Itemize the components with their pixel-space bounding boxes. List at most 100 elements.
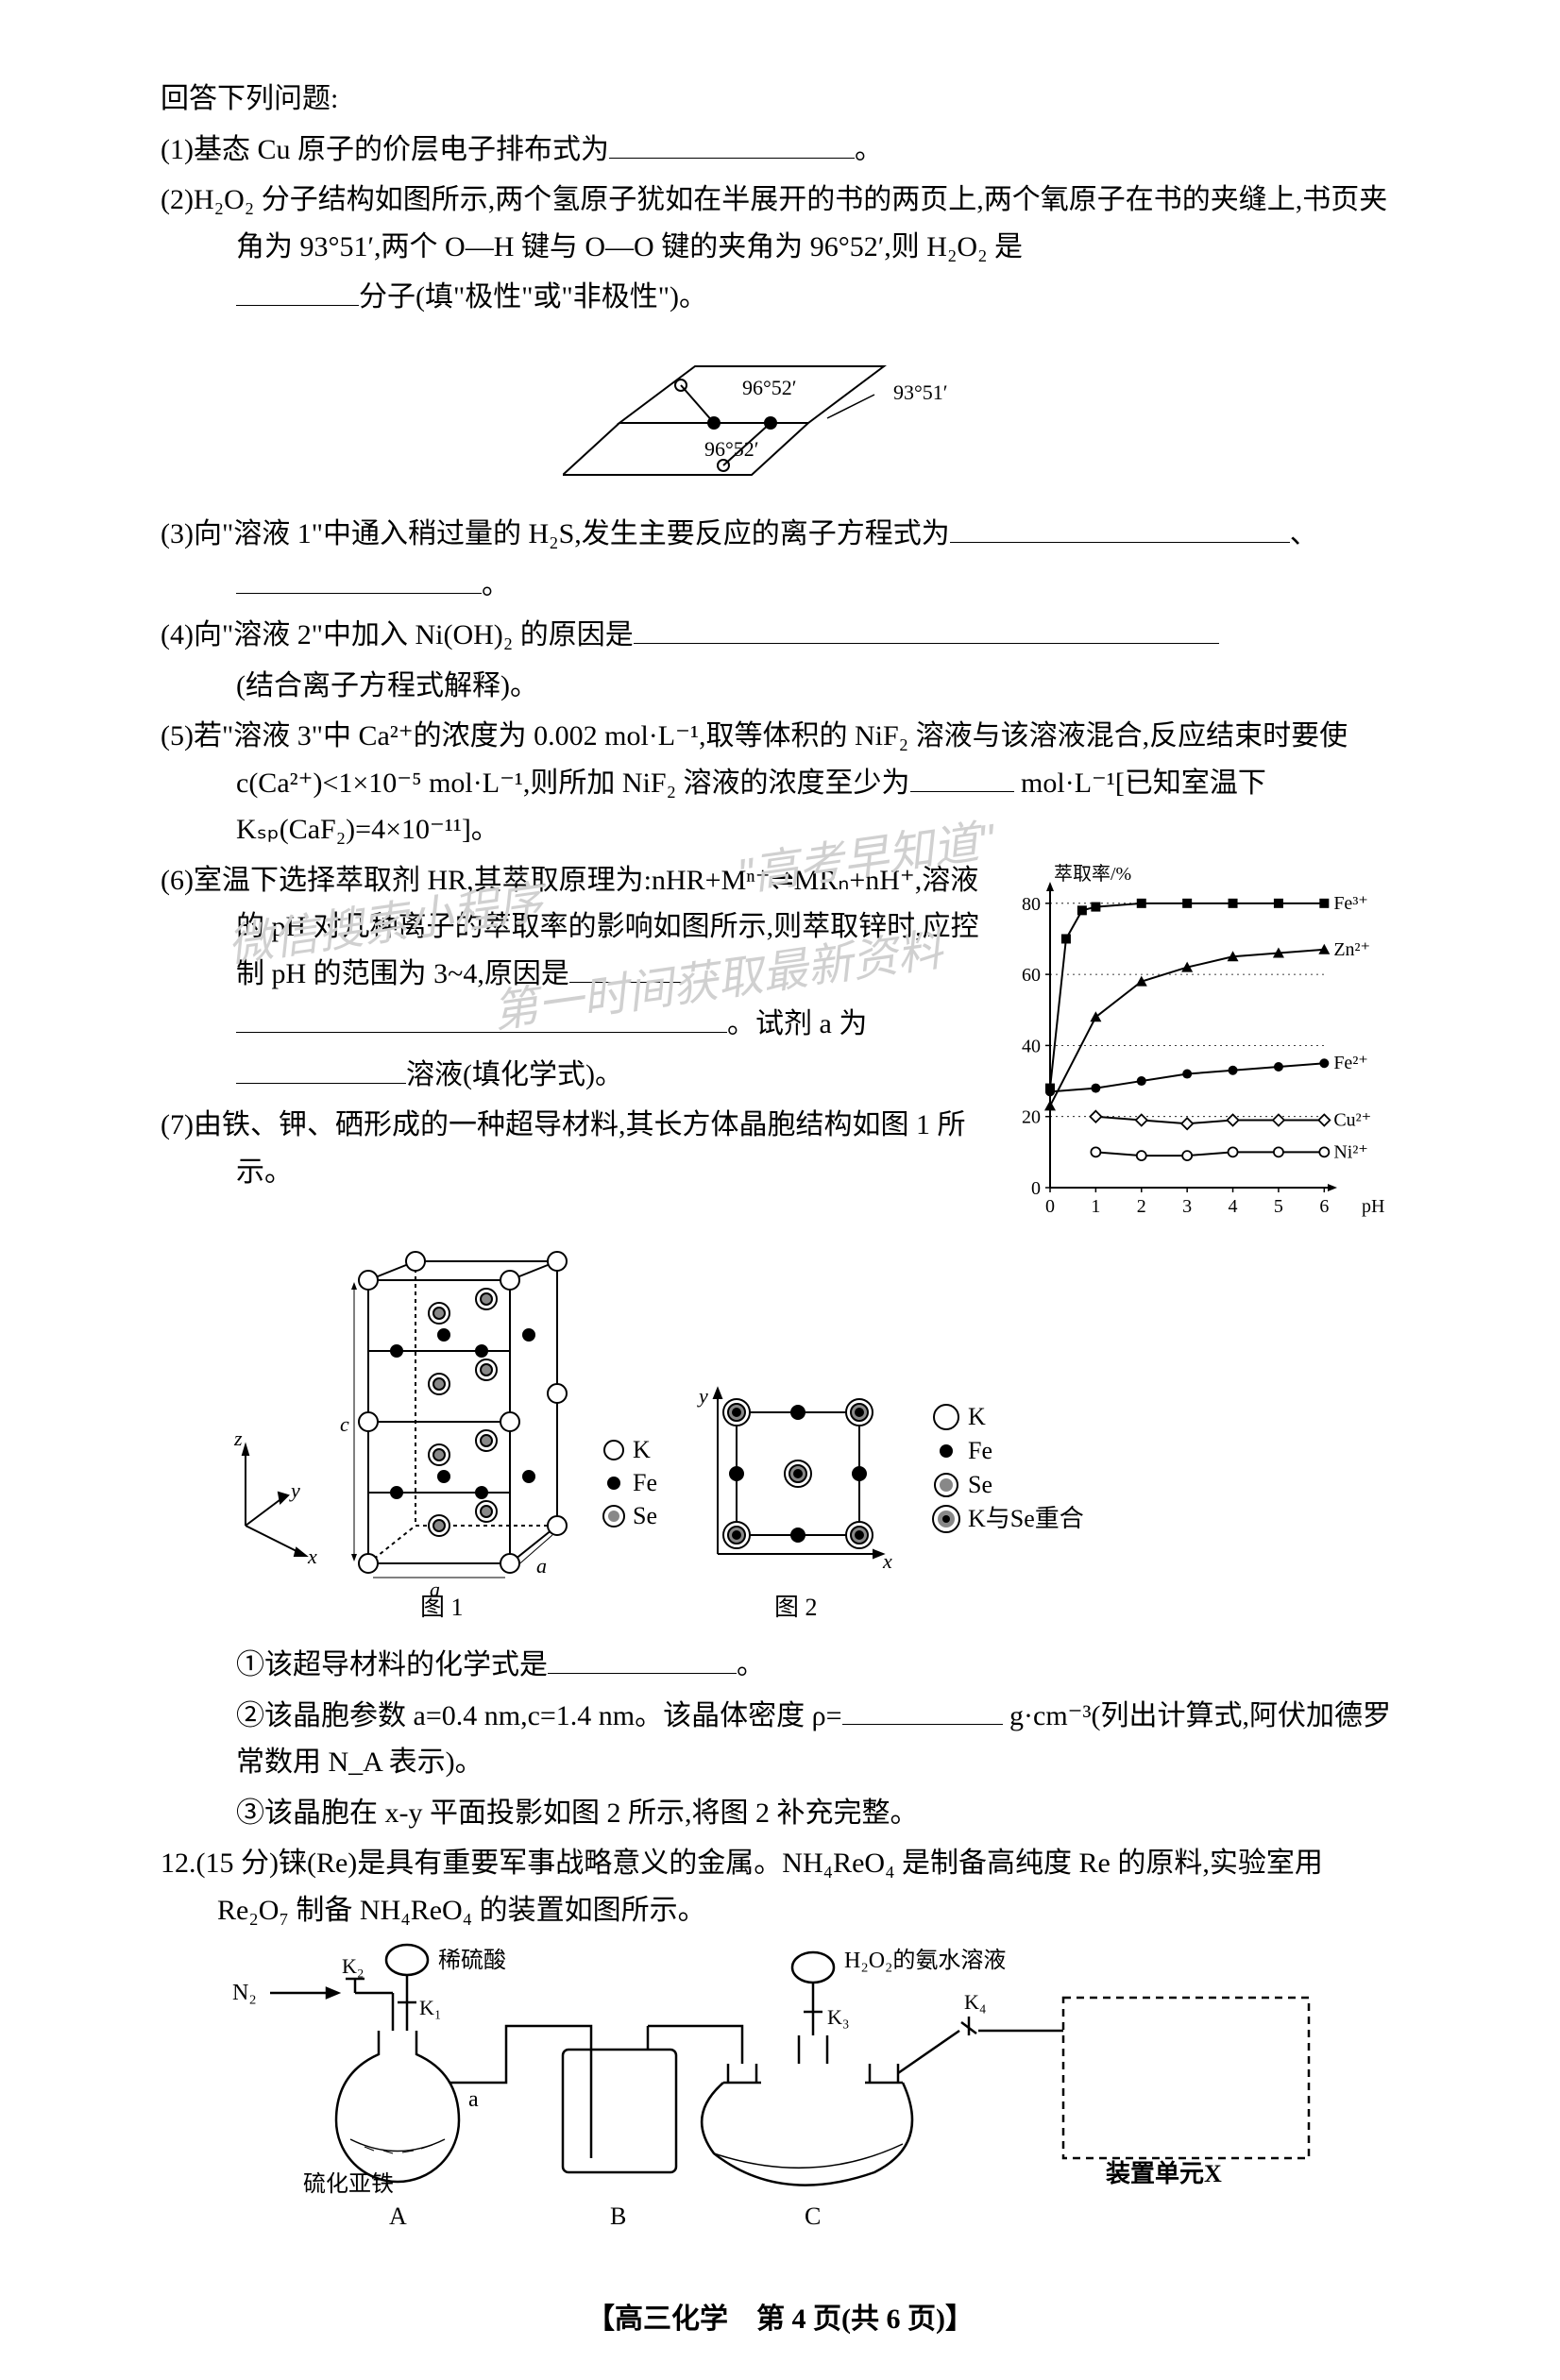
svg-text:x: x bbox=[882, 1549, 892, 1573]
k4-label: K₄ bbox=[964, 1990, 987, 2014]
q7: (7)由铁、钾、硒形成的一种超导材料,其长方体晶胞结构如图 1 所示。 bbox=[161, 1102, 984, 1195]
q3-text-b: 、 bbox=[1290, 518, 1318, 549]
q7-diagrams: z x y c bbox=[161, 1242, 1399, 1635]
q1-blank[interactable] bbox=[609, 130, 855, 159]
q7-sub3: ③该晶胞在 x-y 平面投影如图 2 所示,将图 2 补充完整。 bbox=[161, 1790, 1399, 1837]
q6-blank1b[interactable] bbox=[236, 1004, 727, 1033]
q2-diagram: 96°52′ 96°52′ 93°51′ bbox=[161, 329, 1399, 504]
q12-apparatus: N₂ K₂ K₁ 稀硫酸 a 硫化亚铁 A B C K₃ H₂O₂的氨水溶液 K… bbox=[161, 1941, 1399, 2258]
h2so4-label: 稀硫酸 bbox=[438, 1948, 506, 1973]
angle-label-2: 96°52′ bbox=[704, 437, 759, 461]
svg-text:Fe³⁺: Fe³⁺ bbox=[1333, 892, 1368, 913]
svg-text:Zn²⁺: Zn²⁺ bbox=[1333, 938, 1370, 959]
a-small-label: a bbox=[468, 2087, 479, 2112]
q6-num: (6) bbox=[161, 865, 194, 896]
q4-cont: (结合离子方程式解释)。 bbox=[161, 663, 1399, 710]
angle-label-3: 93°51′ bbox=[893, 380, 948, 404]
legend2-K: K bbox=[968, 1403, 986, 1430]
q2-text-b: 分子(填"极性"或"非极性")。 bbox=[359, 281, 707, 312]
legend1-K: K bbox=[633, 1436, 651, 1463]
q7-sub3-num: ③ bbox=[236, 1798, 264, 1829]
q6-blank1[interactable] bbox=[569, 954, 683, 983]
svg-text:1: 1 bbox=[1091, 1196, 1100, 1217]
q12-num: 12. bbox=[161, 1848, 196, 1879]
q2-blank[interactable] bbox=[236, 278, 359, 306]
q7-sub1-text-a: 该超导材料的化学式是 bbox=[264, 1649, 548, 1680]
svg-text:萃取率/%: 萃取率/% bbox=[1054, 863, 1131, 885]
q12: 12.(15 分)铼(Re)是具有重要军事战略意义的金属。NH₄ReO₄ 是制备… bbox=[161, 1840, 1399, 1933]
svg-text:y: y bbox=[697, 1384, 708, 1408]
C-label: C bbox=[805, 2203, 821, 2230]
q4-num: (4) bbox=[161, 619, 194, 650]
q2: (2)H₂O₂ 分子结构如图所示,两个氢原子犹如在半展开的书的两页上,两个氧原子… bbox=[161, 177, 1399, 270]
legend2-Fe: Fe bbox=[968, 1437, 992, 1464]
q6-blank2[interactable] bbox=[236, 1055, 406, 1084]
q7-num: (7) bbox=[161, 1109, 194, 1140]
q6-cont: 。试剂 a 为 bbox=[161, 1001, 984, 1048]
svg-text:pH: pH bbox=[1362, 1196, 1384, 1217]
svg-text:0: 0 bbox=[1031, 1178, 1041, 1199]
footer: 【高三化学 第 4 页(共 6 页)】 bbox=[161, 2296, 1399, 2343]
fig2-caption: 图 2 bbox=[774, 1594, 818, 1620]
q4-blank[interactable] bbox=[634, 616, 1219, 644]
svg-text:a: a bbox=[536, 1554, 547, 1578]
svg-text:Ni²⁺: Ni²⁺ bbox=[1333, 1141, 1368, 1162]
unitX-label: 装置单元X bbox=[1106, 2160, 1222, 2187]
svg-text:20: 20 bbox=[1022, 1106, 1041, 1127]
q4-text-a: 向"溶液 2"中加入 Ni(OH)₂ 的原因是 bbox=[194, 619, 634, 650]
q7-sub2-blank[interactable] bbox=[842, 1696, 1003, 1725]
q3-text-a: 向"溶液 1"中通入稍过量的 H₂S,发生主要反应的离子方程式为 bbox=[194, 518, 950, 549]
svg-text:80: 80 bbox=[1022, 893, 1041, 914]
q7-sub2-text-a: 该晶胞参数 a=0.4 nm,c=1.4 nm。该晶体密度 ρ= bbox=[264, 1700, 842, 1731]
q5-num: (5) bbox=[161, 720, 194, 751]
q7-sub3-text-a: 该晶胞在 x-y 平面投影如图 2 所示,将图 2 补充完整。 bbox=[264, 1798, 919, 1829]
k1-label: K₁ bbox=[419, 1996, 442, 2019]
page: 微信搜索小程序 "高考早知道" 第一时间获取最新资料 回答下列问题: (1)基态… bbox=[0, 0, 1560, 2380]
angle-label-1: 96°52′ bbox=[742, 376, 797, 399]
legend1-Se: Se bbox=[633, 1502, 657, 1529]
q7-sub1: ①该超导材料的化学式是 。 bbox=[161, 1642, 1399, 1689]
q3-num: (3) bbox=[161, 518, 194, 549]
svg-text:Fe²⁺: Fe²⁺ bbox=[1333, 1053, 1368, 1073]
q6-cont2: 溶液(填化学式)。 bbox=[161, 1052, 984, 1099]
n2-label: N₂ bbox=[232, 1981, 257, 2005]
q3: (3)向"溶液 1"中通入稍过量的 H₂S,发生主要反应的离子方程式为 、 bbox=[161, 511, 1399, 558]
svg-text:40: 40 bbox=[1022, 1036, 1041, 1056]
q2-text-a: H₂O₂ 分子结构如图所示,两个氢原子犹如在半展开的书的两页上,两个氧原子在书的… bbox=[194, 184, 1387, 262]
q7-sub1-num: ① bbox=[236, 1649, 264, 1680]
svg-text:Cu²⁺: Cu²⁺ bbox=[1333, 1109, 1371, 1130]
svg-text:z: z bbox=[233, 1426, 243, 1450]
intro-line: 回答下列问题: bbox=[161, 76, 1399, 123]
q3-blank1[interactable] bbox=[950, 515, 1290, 543]
k3-label: K₃ bbox=[827, 2005, 850, 2029]
q1-text-b: 。 bbox=[855, 134, 883, 165]
q6-text-c: 溶液(填化学式)。 bbox=[406, 1059, 623, 1090]
svg-text:0: 0 bbox=[1045, 1196, 1055, 1217]
q2-cont: 分子(填"极性"或"非极性")。 bbox=[161, 274, 1399, 321]
svg-text:x: x bbox=[307, 1544, 317, 1568]
q1: (1)基态 Cu 原子的价层电子排布式为。 bbox=[161, 127, 1399, 174]
q7-sub1-blank[interactable] bbox=[548, 1646, 737, 1674]
q3-blank2[interactable] bbox=[236, 565, 482, 594]
legend2-KSe: K与Se重合 bbox=[968, 1505, 1084, 1532]
q6: (6)室温下选择萃取剂 HR,其萃取原理为:nHR+Mⁿ⁺⇌MRₙ+nH⁺,溶液… bbox=[161, 857, 984, 998]
B-label: B bbox=[610, 2203, 626, 2230]
fig1-caption: 图 1 bbox=[420, 1594, 464, 1620]
q5: (5)若"溶液 3"中 Ca²⁺的浓度为 0.002 mol·L⁻¹,取等体积的… bbox=[161, 713, 1399, 853]
svg-text:60: 60 bbox=[1022, 965, 1041, 986]
q6-row: (6)室温下选择萃取剂 HR,其萃取原理为:nHR+Mⁿ⁺⇌MRₙ+nH⁺,溶液… bbox=[161, 857, 1399, 1235]
q7-sub1-text-b: 。 bbox=[737, 1649, 765, 1680]
q5-blank[interactable] bbox=[910, 764, 1014, 792]
svg-text:c: c bbox=[340, 1412, 349, 1436]
A-label: A bbox=[389, 2203, 407, 2230]
svg-text:4: 4 bbox=[1229, 1196, 1238, 1217]
svg-text:2: 2 bbox=[1137, 1196, 1146, 1217]
q6-text-b: 。试剂 a 为 bbox=[727, 1008, 867, 1039]
svg-text:6: 6 bbox=[1319, 1196, 1329, 1217]
extraction-chart: 0204060800123456萃取率/%pHFe³⁺Zn²⁺Fe²⁺Cu²⁺N… bbox=[993, 857, 1399, 1235]
q3-text-c: 。 bbox=[482, 569, 510, 600]
legend1-Fe: Fe bbox=[633, 1469, 657, 1496]
q4: (4)向"溶液 2"中加入 Ni(OH)₂ 的原因是 bbox=[161, 612, 1399, 659]
q7-sub2: ②该晶胞参数 a=0.4 nm,c=1.4 nm。该晶体密度 ρ= g·cm⁻³… bbox=[161, 1693, 1399, 1786]
k2-label: K₂ bbox=[342, 1954, 365, 1978]
